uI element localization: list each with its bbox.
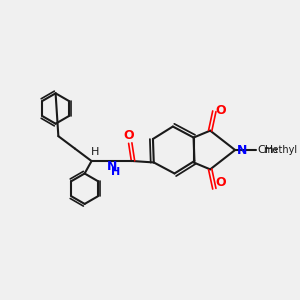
- Text: N: N: [107, 160, 118, 172]
- Text: O: O: [216, 104, 226, 117]
- Text: methyl: methyl: [263, 145, 297, 155]
- Text: O: O: [124, 129, 134, 142]
- Text: H: H: [91, 147, 99, 157]
- Text: N: N: [236, 143, 247, 157]
- Text: H: H: [111, 167, 120, 177]
- Text: O: O: [216, 176, 226, 189]
- Text: CH₃: CH₃: [257, 145, 278, 155]
